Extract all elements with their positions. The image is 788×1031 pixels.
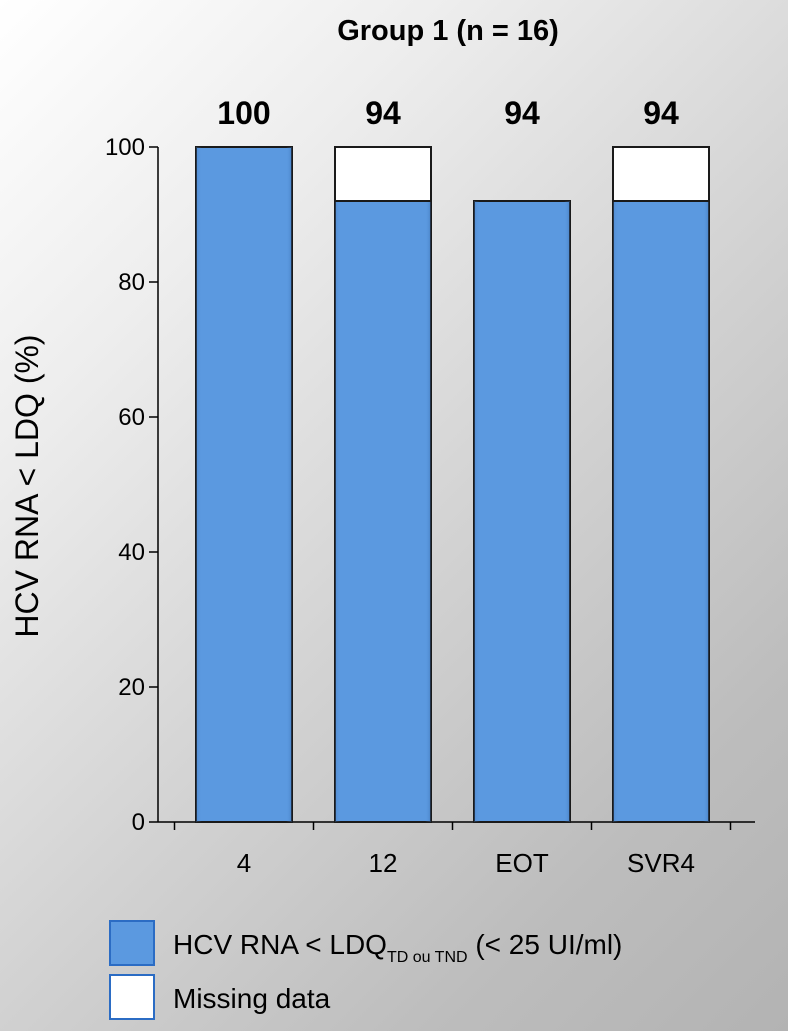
y-tick-label: 60 xyxy=(118,404,145,431)
bar-shade xyxy=(474,201,570,822)
legend-swatch xyxy=(109,920,155,966)
x-category-label: 12 xyxy=(369,848,398,878)
bar-data-label: 100 xyxy=(217,95,270,131)
bar-shade xyxy=(335,201,431,822)
bar-data-label: 94 xyxy=(504,95,540,131)
bar-shade xyxy=(613,201,709,822)
chart-title: Group 1 (n = 16) xyxy=(337,15,559,47)
y-tick-label: 80 xyxy=(118,269,145,296)
y-tick-label: 20 xyxy=(118,674,145,701)
y-tick-label: 100 xyxy=(105,134,145,161)
y-tick-label: 0 xyxy=(132,809,145,836)
bar-missing xyxy=(334,146,432,202)
legend-swatch xyxy=(109,974,155,1020)
x-category-label: 4 xyxy=(237,848,251,878)
bar-shade xyxy=(196,147,292,822)
x-category-label: SVR4 xyxy=(627,848,695,878)
bar-data-label: 94 xyxy=(365,95,401,131)
x-category-label: EOT xyxy=(495,848,549,878)
plot-area: 0 20 40 60 80 100 4 100 12 94 EOT 94 SVR4 94 xyxy=(105,95,755,878)
legend-label: HCV RNA < LDQTD ou TND (< 25 UI/ml) xyxy=(173,929,622,966)
y-axis-label: HCV RNA < LDQ (%) xyxy=(9,334,45,637)
legend: HCV RNA < LDQTD ou TND (< 25 UI/ml) Missi… xyxy=(109,920,622,1020)
bar-missing xyxy=(612,146,710,202)
bar-data-label: 94 xyxy=(643,95,679,131)
legend-label: Missing data xyxy=(173,983,331,1014)
y-tick-label: 40 xyxy=(118,539,145,566)
